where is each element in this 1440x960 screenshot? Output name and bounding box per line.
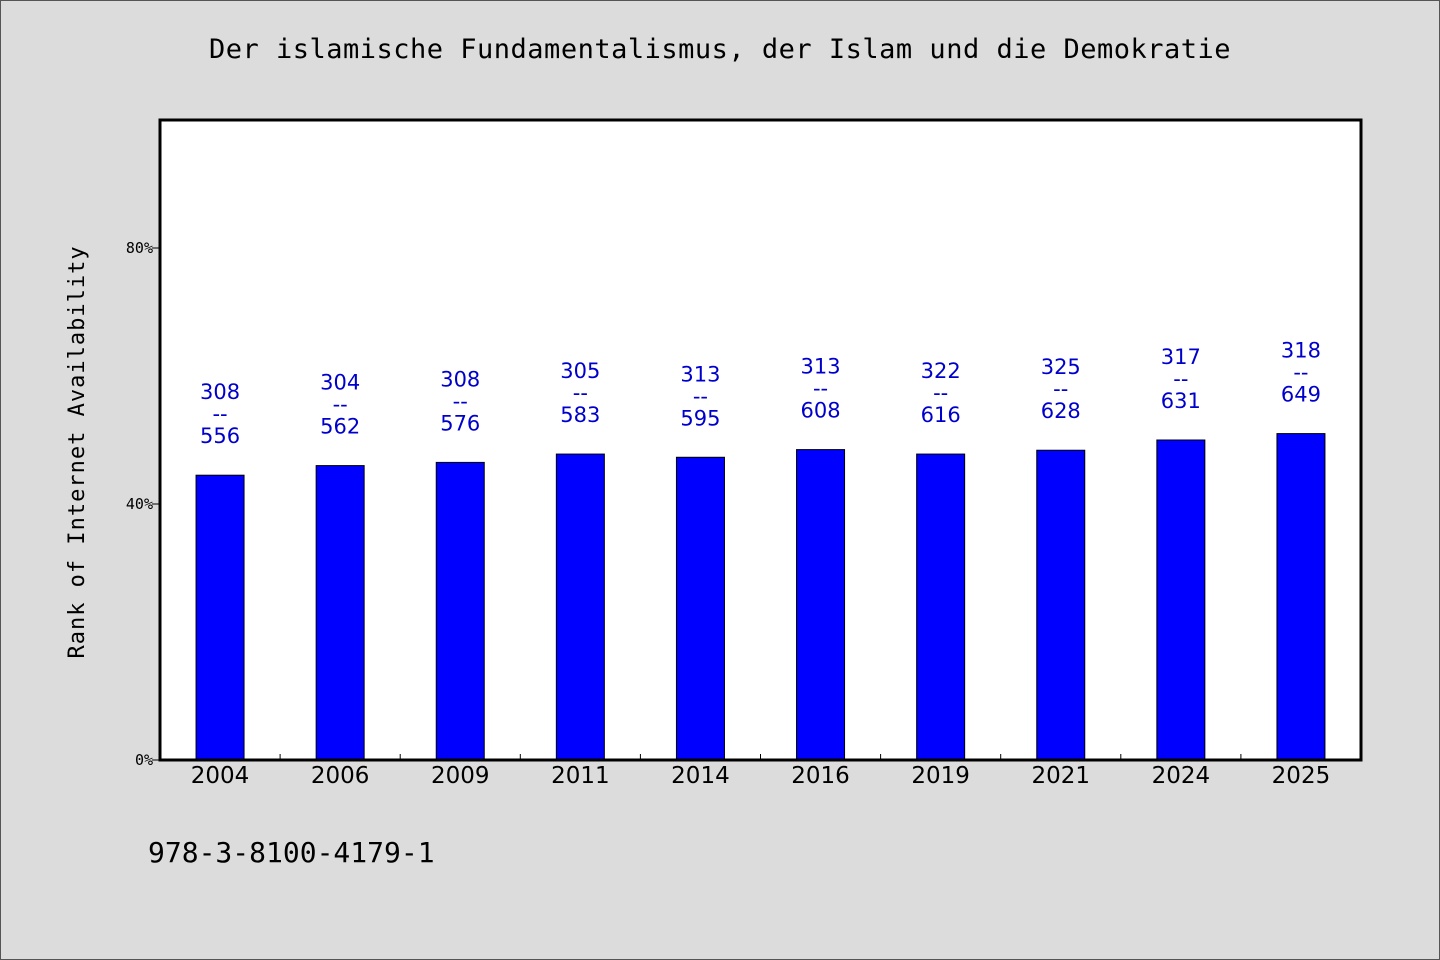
data-label-bottom: 649 (1281, 383, 1321, 407)
data-label-separator: -- (933, 381, 948, 405)
data-label-bottom: 595 (680, 406, 720, 430)
data-label-top: 304 (320, 371, 360, 395)
data-label-separator: -- (693, 384, 708, 408)
x-tick-label: 2024 (1152, 763, 1211, 789)
data-label-top: 318 (1281, 339, 1321, 363)
x-tick-label: 2021 (1031, 763, 1090, 789)
x-tick-label: 2011 (551, 763, 610, 789)
data-label-separator: -- (453, 389, 468, 413)
chart-title: Der islamische Fundamentalismus, der Isl… (208, 34, 1232, 65)
data-label-bottom: 608 (801, 399, 841, 423)
data-label-separator: -- (333, 393, 348, 417)
data-label-top: 325 (1041, 355, 1081, 379)
x-tick-label: 2006 (311, 763, 370, 789)
data-label-separator: -- (813, 377, 828, 401)
y-tick-label: 80% (126, 239, 153, 257)
bar (315, 465, 365, 761)
data-label-top: 317 (1161, 345, 1201, 369)
data-label-top: 313 (801, 355, 841, 379)
data-label-separator: -- (212, 402, 227, 426)
data-label-top: 308 (440, 367, 480, 391)
plot-border (158, 118, 1363, 762)
y-axis-label: Rank of Internet Availability (65, 245, 90, 658)
x-tick-label: 2016 (791, 763, 850, 789)
x-tick-label: 2004 (191, 763, 250, 789)
data-label-separator: -- (1173, 367, 1188, 391)
data-label-bottom: 583 (560, 403, 600, 427)
bar (916, 453, 966, 761)
bar (1276, 433, 1326, 761)
data-label-top: 313 (680, 362, 720, 386)
bar (1156, 439, 1206, 761)
bar (555, 453, 605, 761)
data-label-bottom: 562 (320, 415, 360, 439)
data-label-bottom: 631 (1161, 389, 1201, 413)
x-tick-label: 2009 (431, 763, 490, 789)
data-label-bottom: 628 (1041, 399, 1081, 423)
data-label-bottom: 576 (440, 411, 480, 435)
bar (435, 461, 485, 761)
isbn-footer: 978-3-8100-4179-1 (148, 836, 435, 869)
bar (675, 456, 725, 761)
y-tick-label: 0% (135, 751, 153, 769)
data-label-top: 322 (921, 359, 961, 383)
data-label-top: 308 (200, 380, 240, 404)
bar (195, 474, 245, 761)
data-label-top: 305 (560, 359, 600, 383)
x-tick-label: 2019 (911, 763, 970, 789)
data-label-separator: -- (1293, 361, 1308, 385)
bar (796, 449, 846, 761)
data-label-separator: -- (573, 381, 588, 405)
bar (1036, 449, 1086, 761)
x-tick-label: 2014 (671, 763, 730, 789)
data-label-separator: -- (1053, 377, 1068, 401)
data-label-bottom: 616 (921, 403, 961, 427)
y-tick-label: 40% (126, 495, 153, 513)
data-label-bottom: 556 (200, 424, 240, 448)
x-tick-label: 2025 (1272, 763, 1331, 789)
